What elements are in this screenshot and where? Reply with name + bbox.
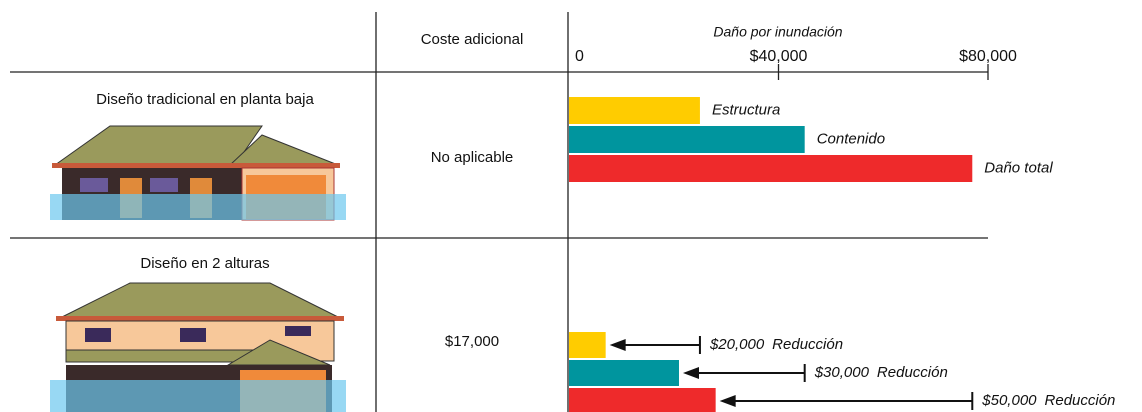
reduction-word: Reducción bbox=[1045, 392, 1116, 409]
bar bbox=[569, 332, 606, 358]
axis-title: Daño por inundación bbox=[713, 24, 842, 40]
cost-value: No aplicable bbox=[431, 149, 514, 166]
row-label: Diseño en 2 alturas bbox=[140, 255, 269, 272]
row-label: Diseño tradicional en planta baja bbox=[96, 91, 314, 108]
page: {"table": {"cost_header": "Coste adicion… bbox=[0, 0, 1142, 412]
bar bbox=[569, 388, 716, 412]
bar bbox=[569, 360, 679, 386]
x-tick-label: $40,000 bbox=[750, 48, 808, 65]
cost-header: Coste adicional bbox=[421, 31, 524, 48]
reduction-arrow bbox=[720, 392, 973, 410]
reduction-label: $50,000 Reducción bbox=[981, 392, 1115, 409]
arrow-head bbox=[610, 339, 626, 351]
x-tick-label: 0 bbox=[575, 48, 584, 65]
house-two-story bbox=[50, 283, 346, 412]
arrow-head bbox=[683, 367, 699, 379]
reduction-amount: $20,000 bbox=[709, 336, 765, 353]
reduction-label: $30,000 Reducción bbox=[814, 364, 948, 381]
reduction-amount: $30,000 bbox=[814, 364, 870, 381]
infographic: Coste adicional No aplicable $17,000 Dañ… bbox=[0, 0, 1142, 412]
series-label: Contenido bbox=[817, 130, 885, 147]
house-single-story bbox=[50, 126, 346, 220]
reduction-amount: $50,000 bbox=[981, 392, 1037, 409]
reduction-arrow bbox=[610, 336, 700, 354]
bar bbox=[569, 126, 805, 153]
bar bbox=[569, 97, 700, 124]
reduction-word: Reducción bbox=[877, 364, 948, 381]
cost-value: $17,000 bbox=[445, 333, 499, 350]
reduction-label: $20,000 Reducción bbox=[709, 336, 843, 353]
reduction-word: Reducción bbox=[772, 336, 843, 353]
x-tick-label: $80,000 bbox=[959, 48, 1017, 65]
reduction-arrow bbox=[683, 364, 805, 382]
series-label: Daño total bbox=[984, 159, 1053, 176]
arrow-head bbox=[720, 395, 736, 407]
series-label: Estructura bbox=[712, 101, 780, 118]
bar bbox=[569, 155, 972, 182]
